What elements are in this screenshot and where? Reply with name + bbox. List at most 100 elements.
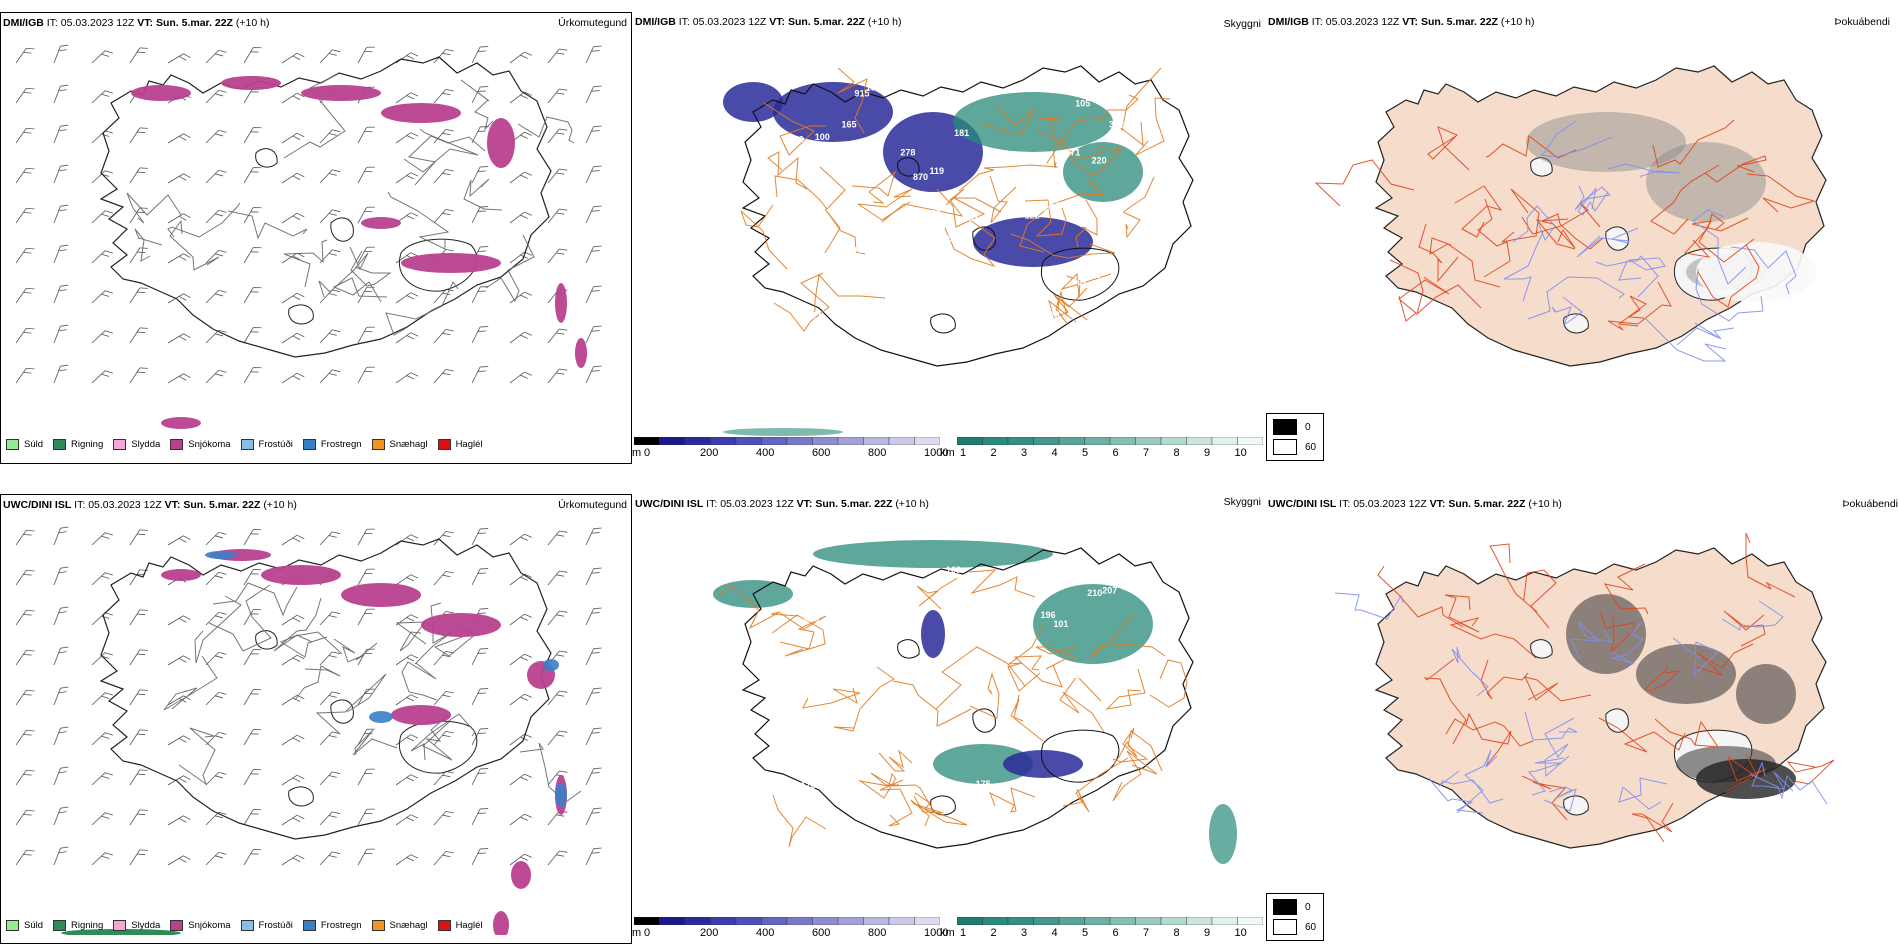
- fog-legend-min: 0: [1305, 421, 1311, 433]
- visibility-value: 390: [787, 736, 802, 746]
- visibility-fields: [713, 540, 1237, 864]
- precip-fields: [131, 76, 587, 429]
- visibility-value: 406: [855, 771, 870, 781]
- legend-swatch: [371, 439, 385, 450]
- legend-swatch: [437, 920, 451, 931]
- legend-label: Haglél: [455, 439, 483, 450]
- iceland-outline: [716, 547, 1194, 849]
- visibility-value: 871: [1065, 148, 1080, 158]
- visibility-map: 287 274 208 908 390 660 240 406 255 210 196 112 145 2…: [713, 540, 1237, 864]
- legend-label: Haglél: [455, 920, 483, 931]
- visibility-value: 168: [946, 565, 961, 575]
- visibility-value: 208: [894, 670, 909, 680]
- panel-title: Skyggni: [1223, 18, 1261, 30]
- fog-legend-max: 60: [1305, 441, 1317, 453]
- visibility-value: 908: [1045, 786, 1060, 796]
- visibility-value: 171: [1045, 199, 1060, 209]
- distance-tick: 7: [1143, 927, 1150, 939]
- distance-tick: 4: [1051, 447, 1058, 459]
- legend-label: Snjókoma: [188, 920, 231, 931]
- distance-tick: 1: [960, 927, 967, 939]
- height-tick: 0: [644, 447, 651, 459]
- legend-item: Rigning: [53, 439, 103, 450]
- legend-swatch: [240, 439, 254, 450]
- legend-item: Snæhagl: [371, 439, 428, 450]
- panel-title: Þokuábendi: [1834, 16, 1890, 28]
- fog-legend-min: 0: [1305, 901, 1311, 913]
- legend-label: Frostregn: [320, 439, 362, 450]
- legend-label: Rigning: [71, 920, 104, 931]
- visibility-value: 807: [761, 165, 776, 175]
- visibility-value: 587: [963, 213, 978, 223]
- legend-label: Frostúði: [258, 439, 293, 450]
- visibility-value: 181: [954, 128, 969, 138]
- wind-barbs: [15, 44, 602, 384]
- iceland-outline: [740, 65, 1194, 367]
- visibility-value: 100: [815, 132, 830, 142]
- distance-tick: 9: [1204, 447, 1211, 459]
- legend-swatch: [113, 920, 127, 931]
- legend-label: Frostregn: [320, 920, 362, 931]
- distance-unit: km: [940, 927, 955, 939]
- legend-swatch: [113, 439, 127, 450]
- visibility-value: 176: [801, 781, 816, 791]
- distance-tick: 9: [1204, 927, 1211, 939]
- precip-map: [15, 44, 602, 429]
- legend-item: Frostúði: [240, 439, 293, 450]
- height-tick: 800: [868, 447, 887, 459]
- fog-map: [1334, 532, 1835, 849]
- visibility-value: 122: [1025, 211, 1040, 221]
- precip-type-panel-bottom: UWC/DINI ISL IT: 05.03.2023 12Z VT: Sun.…: [0, 494, 632, 944]
- legend-item: Snjókoma: [170, 439, 231, 450]
- legend-swatch: [53, 439, 67, 450]
- visibility-value: 173: [804, 196, 819, 206]
- colorbar-labels-top: m 0 200 400 600 800 1000 km 1 2 3 4 5 6 7 8 9 10: [632, 447, 1272, 461]
- precip-fields: [61, 549, 567, 935]
- visibility-labels: 287 274 208 908 390 660 240 406 255 210 196 112 145 2…: [787, 565, 1117, 796]
- legend-item: Frostregn: [302, 920, 362, 931]
- distance-tick: 1: [960, 447, 967, 459]
- legend-label: Rigning: [71, 439, 104, 450]
- visibility-value: 870: [913, 172, 928, 182]
- visibility-value: 120: [938, 234, 953, 244]
- distance-tick: 6: [1112, 447, 1119, 459]
- height-tick: 400: [756, 447, 775, 459]
- legend-item: Haglél: [437, 920, 483, 931]
- iceland-outline: [99, 538, 582, 840]
- legend-swatch: [302, 920, 316, 931]
- height-tick: 0: [644, 927, 651, 939]
- distance-tick: 7: [1143, 447, 1150, 459]
- panel-header: DMI/IGB IT: 05.03.2023 12Z VT: Sun. 5.ma…: [3, 17, 270, 29]
- height-tick: 200: [700, 927, 719, 939]
- legend-label: Slydda: [131, 439, 161, 450]
- visibility-value: 105: [1075, 98, 1090, 108]
- panel-title: Þokuábendi: [1842, 498, 1898, 510]
- visibility-value: 188: [866, 82, 881, 92]
- legend-swatch: [240, 920, 254, 931]
- visibility-labels: 168 149 870 915 918 181 807 587 907 122 188 170 128 1…: [761, 82, 1125, 328]
- visibility-value: 280: [891, 318, 906, 328]
- visibility-value: 154: [956, 575, 971, 585]
- panel-header: UWC/DINI ISL IT: 05.03.2023 12Z VT: Sun.…: [1268, 498, 1562, 510]
- legend-swatch: [6, 439, 19, 450]
- legend-swatch: [302, 439, 316, 450]
- legend-swatch: [6, 920, 19, 931]
- visibility-value: 255: [872, 723, 887, 733]
- visibility-value: 240: [968, 674, 983, 684]
- visibility-value: 210: [1087, 588, 1102, 598]
- precip-type-panel-top: DMI/IGB IT: 05.03.2023 12Z VT: Sun. 5.ma…: [0, 12, 632, 464]
- distance-tick: 3: [1021, 927, 1028, 939]
- visibility-value: 94: [852, 245, 862, 255]
- panel-header: DMI/IGB IT: 05.03.2023 12Z VT: Sun. 5.ma…: [635, 16, 902, 28]
- panel-title: Úrkomutegund: [558, 17, 627, 29]
- visibility-value: 248: [827, 163, 842, 173]
- visibility-value: 168: [824, 149, 839, 159]
- panel-title: Skyggni: [1223, 496, 1261, 508]
- height-tick: 200: [700, 447, 719, 459]
- visibility-value: 124: [916, 302, 931, 312]
- distance-tick: 8: [1173, 447, 1180, 459]
- legend-label: Snjókoma: [188, 439, 231, 450]
- legend-item: Rigning: [53, 920, 103, 931]
- legend-item: Frostregn: [302, 439, 362, 450]
- legend-swatch: [170, 439, 184, 450]
